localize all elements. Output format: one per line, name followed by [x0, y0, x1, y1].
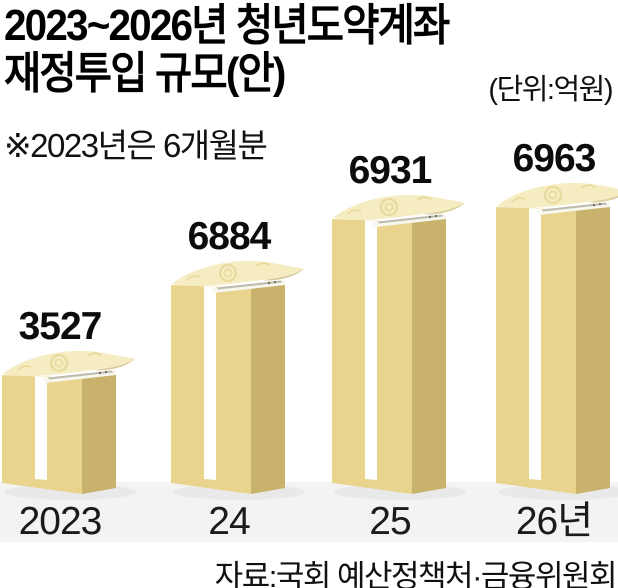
curled-banknote	[3, 350, 135, 377]
source-label: 자료:국회 예산정책처·금융위원회	[214, 559, 618, 588]
banknote-emblem-icon	[384, 202, 394, 212]
curled-banknote	[333, 194, 465, 221]
axis-category-label: 26년	[515, 500, 593, 543]
chart-title-line1: 2023~2026년 청년도약계좌	[4, 1, 450, 50]
money-band-stripe	[529, 208, 541, 480]
banknote-curl-shade	[263, 268, 304, 281]
page-speck	[434, 214, 438, 218]
page-speck	[592, 203, 596, 207]
bill-pages-crease	[378, 214, 443, 224]
bill-pages-crease	[48, 370, 113, 380]
page-speck	[267, 281, 271, 285]
bar-side-face	[576, 202, 610, 494]
money-band-stripe	[365, 220, 377, 480]
banknote-swirl	[87, 352, 102, 357]
banknote-curl-shade	[424, 202, 465, 215]
curled-banknote	[172, 260, 304, 287]
money-stack-bar	[332, 194, 466, 500]
axis-category-label: 25	[369, 500, 411, 543]
banknote-emblem-icon	[543, 185, 563, 205]
page-speck	[598, 202, 602, 206]
banknote-emblem-icon	[379, 197, 399, 217]
curled-banknote	[497, 182, 618, 209]
page-speck	[98, 371, 102, 375]
axis-category-label: 24	[208, 500, 250, 543]
banknote-swirl	[186, 275, 201, 281]
banknote-emblem-icon	[223, 268, 233, 278]
banknote-emblem-icon	[49, 353, 69, 373]
page-speck	[273, 280, 277, 284]
page-speck	[104, 370, 108, 374]
chart-title-line2: 재정투입 규모(안)	[4, 49, 286, 99]
bar-value-label: 6931	[348, 149, 433, 192]
bar-value-label: 3527	[18, 305, 103, 348]
money-stack-bar	[2, 350, 136, 500]
bill-pages-crease	[217, 280, 282, 290]
banknote-emblem-icon	[218, 263, 238, 283]
banknote-swirl	[17, 365, 32, 371]
bar-side-face	[412, 214, 446, 494]
banknote-curl-shade	[588, 195, 618, 203]
money-band-stripe	[204, 286, 216, 480]
banknote-emblem-icon	[54, 358, 64, 368]
banknote-curl-shade	[94, 358, 135, 371]
bill-pages-crease	[542, 202, 607, 212]
unit-label: (단위:억원)	[488, 74, 613, 106]
banknote-swirl	[256, 262, 271, 267]
banknote-swirl	[581, 184, 596, 189]
chart-title: 2023~2026년 청년도약계좌 재정투입 규모(안)	[4, 1, 450, 99]
bar-side-face	[82, 370, 116, 494]
bar-value-label: 6963	[512, 137, 597, 180]
axis-category-label: 2023	[18, 500, 103, 543]
page-speck	[428, 215, 432, 219]
money-stack-bar	[171, 260, 305, 500]
banknote-swirl	[347, 209, 362, 215]
bar-side-face	[251, 280, 285, 494]
banknote-swirl	[511, 197, 526, 203]
bar-value-label: 6884	[187, 215, 272, 258]
footnote-label: ※2023년은 6개월분	[4, 127, 268, 164]
banknote-swirl	[417, 196, 432, 201]
money-band-stripe	[35, 376, 47, 480]
money-stack-bar	[496, 182, 618, 500]
banknote-emblem-icon	[548, 190, 558, 200]
